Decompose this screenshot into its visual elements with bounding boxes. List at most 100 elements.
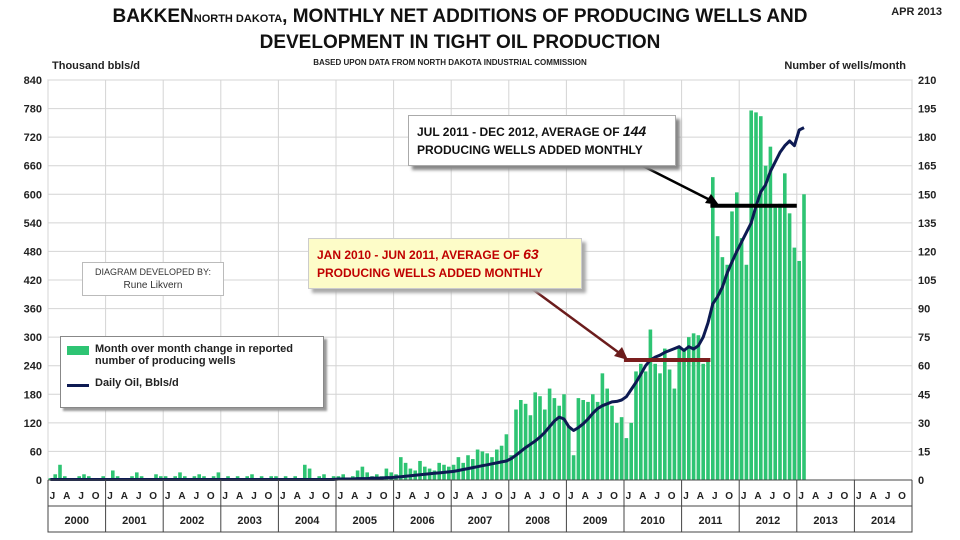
bar <box>135 472 139 480</box>
month-tick-label: J <box>654 491 660 502</box>
month-tick-label: J <box>539 491 545 502</box>
bar <box>533 392 537 480</box>
y-right-tick-label: 180 <box>918 132 936 144</box>
bar <box>48 478 53 480</box>
month-tick-label: J <box>194 491 200 502</box>
bar <box>653 363 657 480</box>
year-tick-label: 2008 <box>525 515 549 527</box>
bar <box>490 457 494 480</box>
bar <box>154 474 158 480</box>
y-left-tick-label: 60 <box>30 446 42 458</box>
bar <box>341 474 345 480</box>
month-tick-label: O <box>725 491 733 502</box>
month-tick-label: A <box>466 491 473 502</box>
bar <box>643 371 648 480</box>
bar <box>735 192 739 480</box>
bar <box>384 468 389 480</box>
month-tick-label: O <box>322 491 330 502</box>
credit-line2: Rune Likvern <box>123 280 183 291</box>
y-left-tick-label: 780 <box>24 104 42 116</box>
y-left-tick-label: 420 <box>24 275 42 287</box>
bar <box>715 236 720 480</box>
bar <box>552 398 557 480</box>
y-right-tick-label: 45 <box>918 389 930 401</box>
month-tick-label: A <box>121 491 128 502</box>
callout-avg-2011-2012: JUL 2011 - DEC 2012, AVERAGE OF 144 PROD… <box>408 115 676 166</box>
month-tick-label: A <box>639 491 646 502</box>
month-tick-label: J <box>568 491 574 502</box>
bar <box>523 403 528 480</box>
bar <box>562 394 566 480</box>
year-tick-label: 2009 <box>583 515 607 527</box>
bar <box>485 453 489 480</box>
arrowhead-callout1 <box>705 194 719 205</box>
bar <box>528 415 533 480</box>
bar <box>307 468 312 480</box>
y-left-tick-label: 600 <box>24 189 42 201</box>
chart-title-line2: DEVELOPMENT IN TIGHT OIL PRODUCTION <box>259 32 661 53</box>
month-tick-label: O <box>92 491 100 502</box>
y-left-tick-label: 120 <box>24 418 42 430</box>
credit-line1: DIAGRAM DEVELOPED BY: <box>94 267 212 277</box>
month-tick-label: J <box>78 491 84 502</box>
y-right-tick-label: 165 <box>918 161 936 173</box>
bar <box>624 438 629 480</box>
month-tick-label: A <box>351 491 358 502</box>
month-tick-label: J <box>712 491 718 502</box>
y-axis-left-label: Thousand bbls/d <box>52 60 140 72</box>
bar <box>730 211 734 480</box>
year-tick-label: 2012 <box>756 515 780 527</box>
callout-avg-2010-2011: JAN 2010 - JUN 2011, AVERAGE OF 63 PRODU… <box>308 238 582 289</box>
bar <box>197 474 201 480</box>
bar <box>322 474 326 480</box>
bar <box>58 464 62 480</box>
bar <box>557 405 561 480</box>
year-tick-label: 2014 <box>871 515 896 527</box>
bar <box>456 457 461 480</box>
bar <box>615 422 619 480</box>
month-tick-label: O <box>149 491 157 502</box>
month-tick-label: O <box>265 491 273 502</box>
bar <box>754 112 758 480</box>
y-left-tick-label: 300 <box>24 332 42 344</box>
y-left-tick-label: 480 <box>24 246 42 258</box>
arrow-callout2 <box>519 278 623 357</box>
bar <box>355 470 360 480</box>
arrowhead-callout2 <box>614 347 628 360</box>
bar <box>773 207 777 480</box>
chart-date: APR 2013 <box>891 6 942 18</box>
legend-item-oil: Daily Oil, Bbls/d <box>67 377 179 389</box>
bar <box>619 417 624 480</box>
month-tick-label: A <box>524 491 531 502</box>
bar <box>432 470 437 480</box>
bar <box>519 400 523 480</box>
bar <box>509 455 513 480</box>
month-tick-label: O <box>380 491 388 502</box>
month-tick-label: O <box>668 491 676 502</box>
bar <box>365 472 369 480</box>
month-tick-label: J <box>683 491 689 502</box>
y-right-tick-label: 75 <box>918 332 930 344</box>
month-tick-label: J <box>338 491 344 502</box>
bar <box>418 460 422 480</box>
month-tick-label: O <box>553 491 561 502</box>
bar <box>682 348 686 480</box>
bar <box>111 470 115 480</box>
month-tick-label: J <box>741 491 747 502</box>
month-tick-label: J <box>597 491 603 502</box>
month-tick-label: J <box>395 491 401 502</box>
month-tick-label: O <box>841 491 849 502</box>
bar <box>711 177 715 480</box>
legend-swatch-bars <box>67 346 89 355</box>
bar <box>595 401 600 480</box>
month-tick-label: J <box>251 491 257 502</box>
y-left-tick-label: 540 <box>24 218 42 230</box>
month-tick-label: A <box>812 491 819 502</box>
bar <box>759 116 763 480</box>
month-tick-label: O <box>898 491 906 502</box>
month-tick-label: A <box>236 491 243 502</box>
year-tick-label: 2010 <box>641 515 665 527</box>
bar <box>250 474 254 480</box>
y-left-tick-label: 180 <box>24 389 42 401</box>
month-tick-label: J <box>770 491 776 502</box>
